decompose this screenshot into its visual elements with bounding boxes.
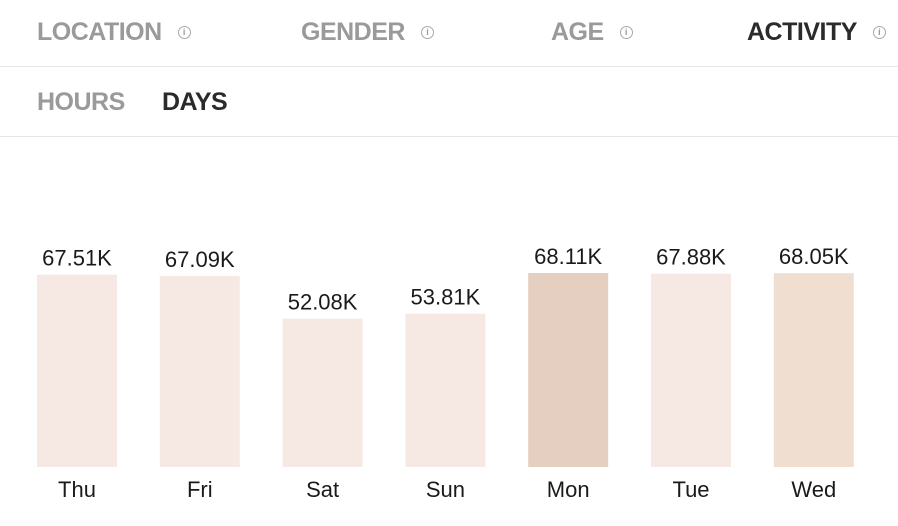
- bar-value-label: 67.88K: [656, 245, 726, 270]
- subtab-days[interactable]: DAYS: [162, 87, 228, 116]
- period-tabs: HOURS DAYS: [0, 67, 898, 137]
- bar-sun[interactable]: [405, 313, 486, 467]
- info-icon[interactable]: i: [177, 25, 191, 39]
- day-label: Fri: [187, 477, 213, 502]
- day-label: Tue: [672, 477, 709, 502]
- bar-wed[interactable]: [773, 273, 854, 467]
- day-label: Sat: [306, 477, 339, 502]
- bar-value-label: 67.51K: [42, 246, 112, 271]
- bar-mon[interactable]: [528, 273, 609, 467]
- tab-age-label: AGE: [551, 17, 604, 46]
- tab-activity[interactable]: ACTIVITY i: [747, 14, 886, 50]
- tab-gender-label: GENDER: [301, 17, 405, 46]
- info-icon[interactable]: i: [619, 25, 633, 39]
- day-label: Sun: [426, 477, 465, 502]
- days-bar-chart: 67.51K Thu 67.09K Fri 52.08K Sat 53.81K Sun 68.1…: [37, 244, 854, 502]
- day-label: Mon: [547, 477, 590, 502]
- day-label: Wed: [791, 477, 836, 502]
- bar-value-label: 67.09K: [165, 247, 235, 272]
- tab-location[interactable]: LOCATION i: [37, 14, 191, 50]
- tab-activity-label: ACTIVITY: [747, 17, 857, 46]
- bar-value-label: 68.05K: [779, 244, 849, 269]
- bar-value-label: 53.81K: [411, 285, 481, 310]
- day-label: Thu: [58, 477, 96, 502]
- tab-age[interactable]: AGE i: [551, 14, 633, 50]
- subtab-hours[interactable]: HOURS: [37, 87, 125, 116]
- category-tabs: LOCATION i GENDER i AGE i ACTIVITY i: [0, 0, 898, 67]
- info-icon[interactable]: i: [872, 25, 886, 39]
- bar-sat[interactable]: [282, 318, 363, 467]
- tab-location-label: LOCATION: [37, 17, 162, 46]
- bar-tue[interactable]: [651, 273, 731, 467]
- bar-value-label: 68.11K: [534, 244, 602, 269]
- info-icon[interactable]: i: [420, 25, 434, 39]
- bar-thu[interactable]: [37, 274, 117, 467]
- tab-gender[interactable]: GENDER i: [301, 14, 434, 50]
- bar-fri[interactable]: [159, 275, 240, 467]
- bar-value-label: 52.08K: [288, 290, 358, 315]
